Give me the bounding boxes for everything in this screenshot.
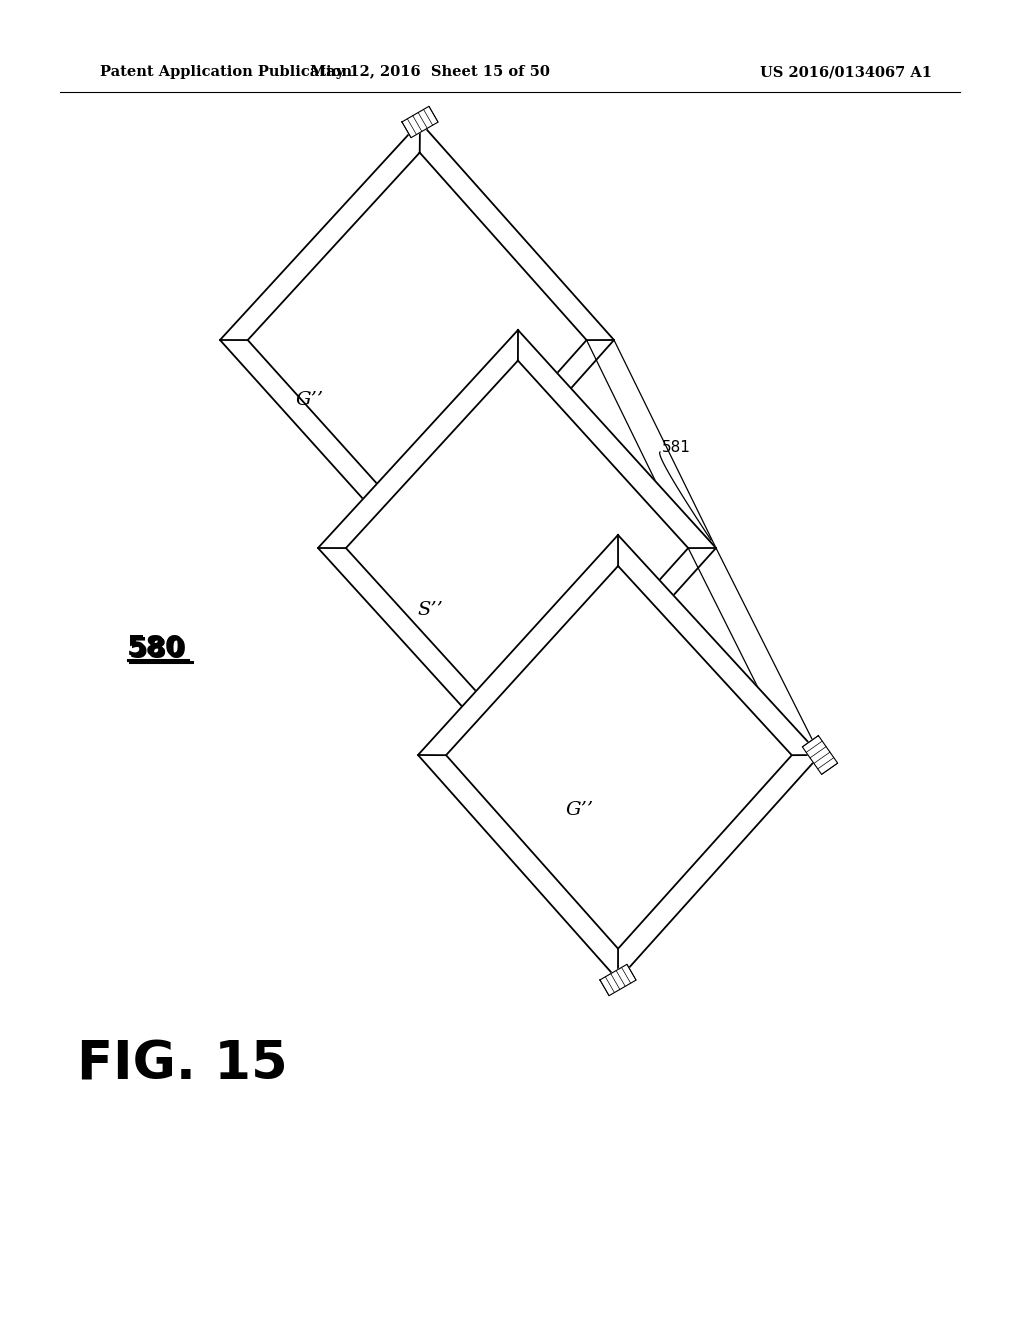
Polygon shape <box>600 965 636 995</box>
Text: May 12, 2016  Sheet 15 of 50: May 12, 2016 Sheet 15 of 50 <box>310 65 550 79</box>
Text: G’’: G’’ <box>296 391 324 409</box>
Text: US 2016/0134067 A1: US 2016/0134067 A1 <box>760 65 932 79</box>
Polygon shape <box>248 153 587 529</box>
Text: S’’: S’’ <box>417 601 443 619</box>
Polygon shape <box>346 360 688 738</box>
Text: 580: 580 <box>127 634 185 663</box>
Polygon shape <box>402 107 438 137</box>
Polygon shape <box>803 735 838 775</box>
Text: 581: 581 <box>662 441 691 455</box>
Text: FIG. 15: FIG. 15 <box>77 1039 288 1092</box>
Polygon shape <box>418 535 820 979</box>
Text: Patent Application Publication: Patent Application Publication <box>100 65 352 79</box>
Text: 580: 580 <box>129 636 187 664</box>
Polygon shape <box>446 566 792 949</box>
Polygon shape <box>318 330 716 768</box>
Polygon shape <box>220 121 614 560</box>
Text: G’’: G’’ <box>566 801 594 818</box>
